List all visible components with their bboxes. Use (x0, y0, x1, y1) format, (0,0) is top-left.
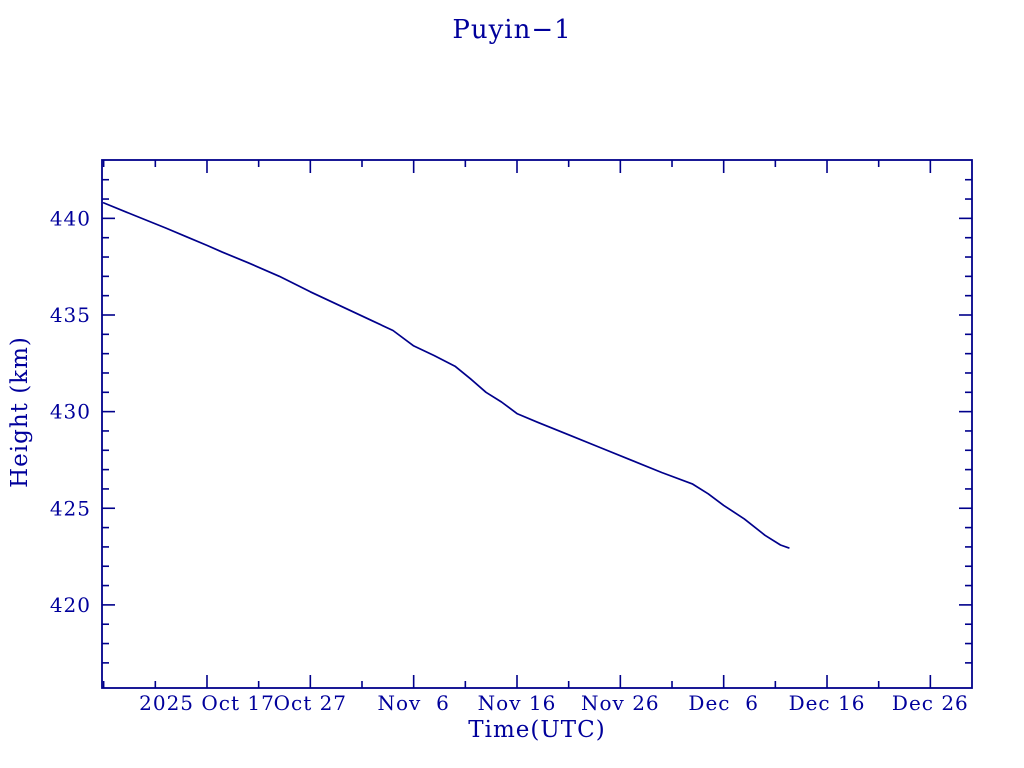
plot-frame (101, 159, 973, 689)
x-tick-label: Nov 6 (378, 691, 450, 715)
x-tick-label: Dec 16 (789, 691, 866, 715)
y-tick-label: 435 (50, 303, 91, 327)
x-tick-label: Dec 26 (892, 691, 969, 715)
chart-title: Puyin−1 (452, 15, 572, 45)
y-axis-ticks: 420 425 430 435 440 (50, 178, 972, 664)
y-tick-label: 440 (50, 206, 91, 230)
x-tick-label: Oct 27 (274, 691, 347, 715)
x-tick-label: Dec 6 (688, 691, 759, 715)
y-axis-title: Height (km) (7, 336, 33, 488)
x-tick-label: Nov 26 (581, 691, 660, 715)
height-series-line (102, 202, 790, 549)
y-tick-label: 425 (50, 496, 91, 520)
x-tick-label: Nov 16 (478, 691, 557, 715)
y-tick-label: 430 (50, 400, 91, 424)
x-tick-label: 2025 Oct 17 (139, 691, 275, 715)
x-axis-title: Time(UTC) (468, 717, 606, 743)
y-tick-label: 420 (50, 593, 91, 617)
